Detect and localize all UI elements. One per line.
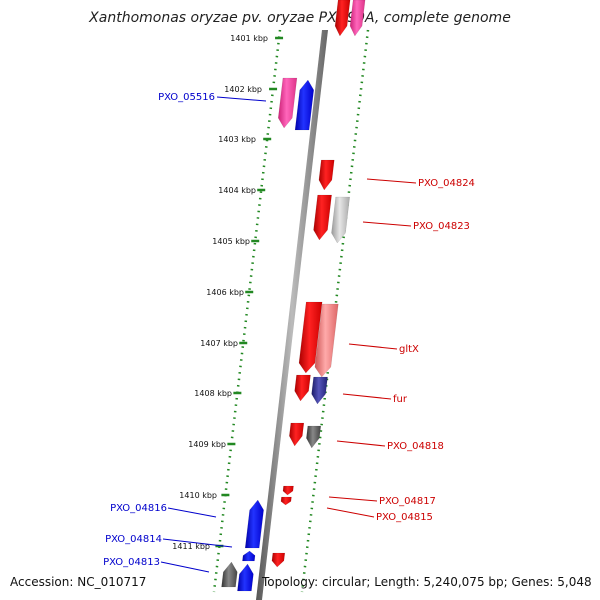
gene-arrow[interactable] bbox=[294, 79, 315, 131]
gene-label-left[interactable]: PXO_04814 bbox=[105, 534, 162, 545]
tick-label: 1409 kbp bbox=[188, 440, 226, 449]
gene-arrow[interactable] bbox=[349, 0, 366, 37]
gene-arrow[interactable] bbox=[306, 425, 322, 449]
gene-arrow[interactable] bbox=[313, 194, 332, 241]
gene-label-right[interactable]: fur bbox=[393, 394, 408, 405]
gene-arrow[interactable] bbox=[271, 552, 286, 568]
label-leader-line bbox=[348, 343, 398, 350]
gene-label-right[interactable]: PXO_04817 bbox=[379, 496, 436, 507]
gene-arrow[interactable] bbox=[298, 301, 323, 374]
gene-label-left[interactable]: PXO_05516 bbox=[158, 92, 215, 103]
tick-label: 1406 kbp bbox=[206, 288, 244, 297]
genome-summary-text: Topology: circular; Length: 5,240,075 bp… bbox=[262, 575, 592, 589]
gene-arrow[interactable] bbox=[244, 499, 264, 549]
gene-arrow[interactable] bbox=[314, 303, 339, 378]
label-leader-line bbox=[362, 221, 412, 227]
gene-label-left[interactable]: PXO_04816 bbox=[110, 503, 167, 514]
gene-label-right[interactable]: PXO_04815 bbox=[376, 512, 433, 523]
label-leader-line bbox=[366, 178, 417, 184]
gene-label-right[interactable]: PXO_04823 bbox=[413, 221, 470, 232]
genome-backbone bbox=[256, 30, 328, 600]
tick-label: 1401 kbp bbox=[230, 34, 268, 43]
tick-label: 1407 kbp bbox=[200, 339, 238, 348]
label-leader-line bbox=[342, 393, 392, 400]
gene-arrow[interactable] bbox=[318, 159, 335, 191]
accession-text: Accession: NC_010717 bbox=[10, 575, 147, 589]
tick-label: 1405 kbp bbox=[212, 237, 250, 246]
gene-label-right[interactable]: PXO_04824 bbox=[418, 178, 475, 189]
gene-arrow[interactable] bbox=[277, 77, 298, 129]
label-leader-line bbox=[167, 507, 217, 518]
gene-arrow[interactable] bbox=[289, 422, 305, 447]
tick-label: 1402 kbp bbox=[224, 85, 262, 94]
gene-arrow[interactable] bbox=[242, 550, 256, 562]
label-leader-line bbox=[160, 561, 210, 573]
gene-arrow[interactable] bbox=[334, 0, 351, 37]
gene-label-left[interactable]: PXO_04813 bbox=[103, 557, 160, 568]
gene-arrow[interactable] bbox=[221, 561, 238, 588]
tick-label: 1403 kbp bbox=[218, 135, 256, 144]
gene-label-right[interactable]: gltX bbox=[399, 344, 419, 355]
gene-arrow[interactable] bbox=[294, 374, 311, 402]
gene-label-right[interactable]: PXO_04818 bbox=[387, 441, 444, 452]
tick-label: 1408 kbp bbox=[194, 389, 232, 398]
gene-arrow[interactable] bbox=[280, 496, 292, 506]
label-leader-line bbox=[216, 96, 267, 102]
tick-label: 1410 kbp bbox=[179, 491, 217, 500]
gene-arrow[interactable] bbox=[282, 485, 294, 496]
tick-label: 1404 kbp bbox=[218, 186, 256, 195]
label-leader-line bbox=[328, 496, 378, 502]
label-leader-line bbox=[326, 507, 375, 518]
gene-arrow[interactable] bbox=[311, 376, 328, 405]
tick-label: 1411 kbp bbox=[172, 542, 210, 551]
label-leader-line bbox=[336, 440, 386, 447]
label-leader-line bbox=[162, 538, 233, 548]
gene-arrow[interactable] bbox=[237, 563, 254, 592]
map-title: Xanthomonas oryzae pv. oryzae PXO99A, co… bbox=[89, 10, 511, 26]
gene-arrow[interactable] bbox=[331, 196, 350, 244]
